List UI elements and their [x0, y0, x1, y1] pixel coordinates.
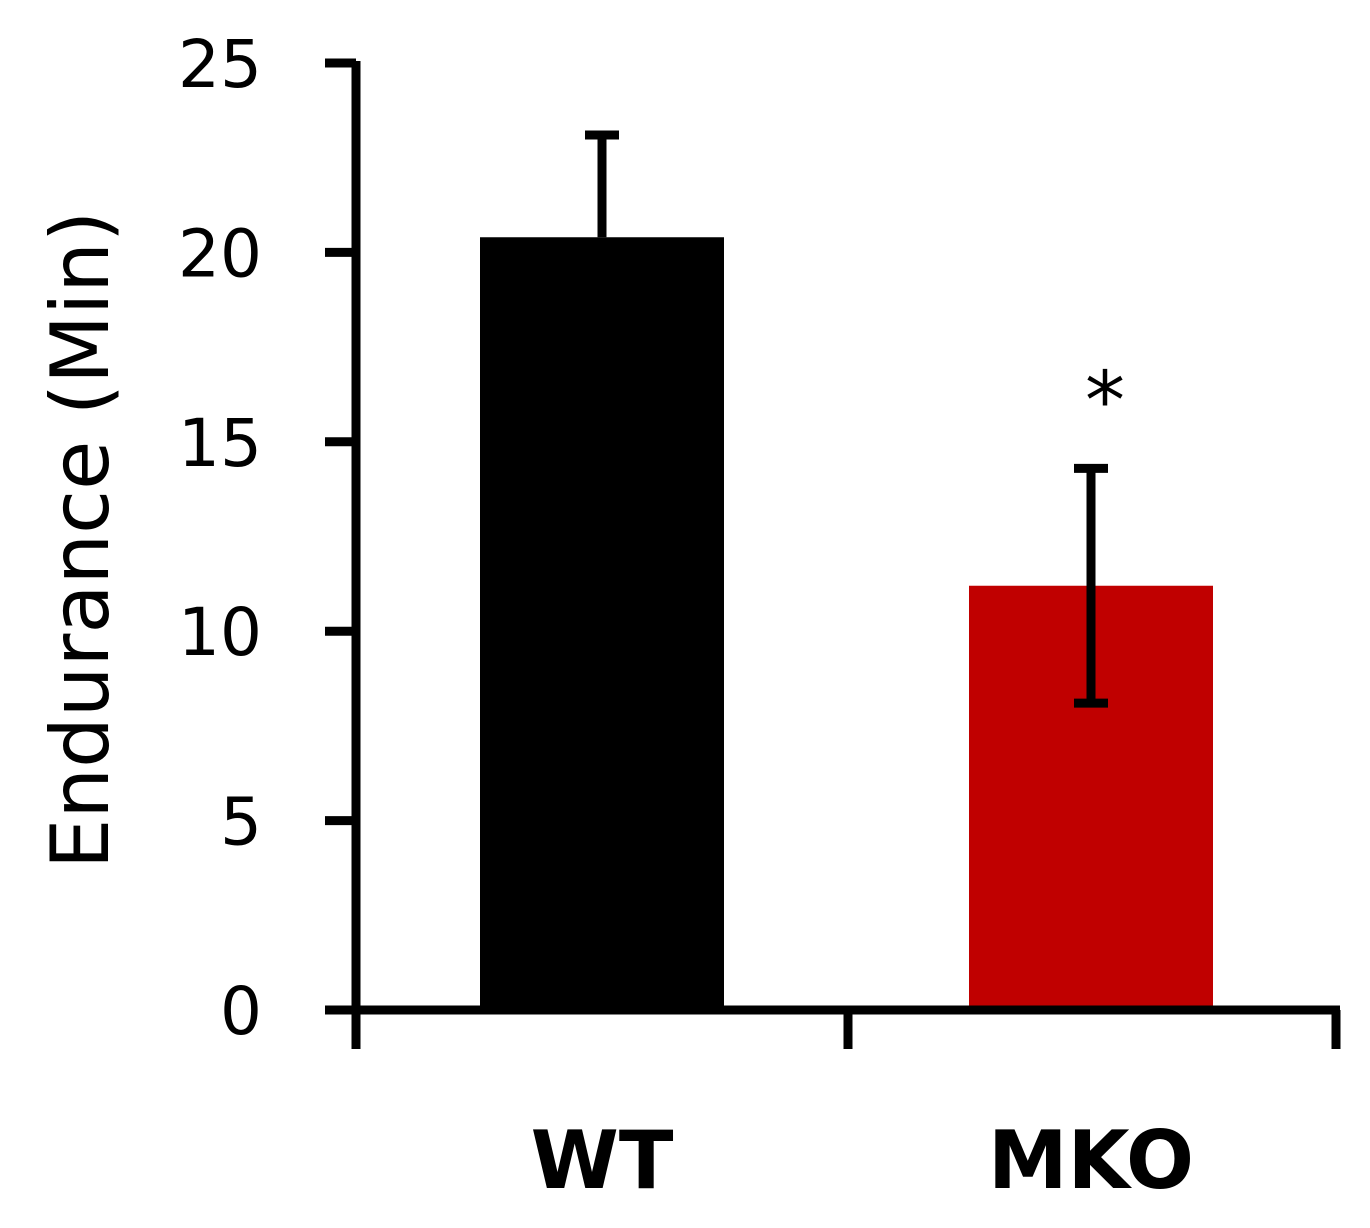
- y-axis-title: Endurance (Min): [34, 211, 127, 869]
- y-tick-label-25: 25: [178, 26, 262, 103]
- bar-wt: [480, 237, 724, 1011]
- y-ticks-layer: 0 5 10 15 20 25: [178, 26, 356, 1050]
- x-category-label-mko: MKO: [988, 1114, 1194, 1207]
- x-category-label-wt: WT: [531, 1114, 674, 1207]
- y-tick-label-15: 15: [178, 405, 262, 482]
- y-tick-label-20: 20: [178, 215, 262, 292]
- y-tick-label-0: 0: [220, 973, 262, 1050]
- y-tick-label-10: 10: [178, 594, 262, 671]
- labels-layer: WT MKO *: [531, 354, 1194, 1207]
- significance-marker-mko: *: [1085, 354, 1125, 447]
- bars-layer: [480, 237, 1213, 1011]
- axes-layer: [325, 61, 1341, 1049]
- y-tick-label-5: 5: [220, 784, 262, 861]
- error-bars-layer: [585, 130, 1108, 708]
